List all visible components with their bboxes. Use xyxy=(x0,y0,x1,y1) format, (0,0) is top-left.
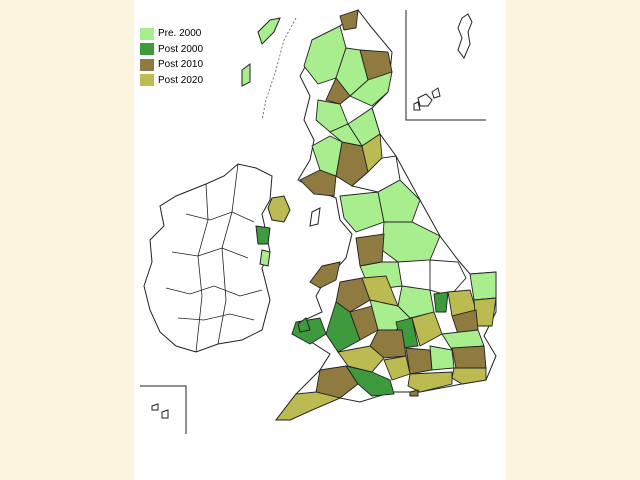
scilly-inset-frame xyxy=(140,385,187,434)
legend-label: Post 2010 xyxy=(158,59,204,71)
hebrides xyxy=(257,17,281,45)
legend-swatch xyxy=(140,43,154,56)
shetland-islands xyxy=(457,13,473,59)
legend-swatch xyxy=(140,74,154,87)
legend-item-post-2020: Post 2020 xyxy=(140,73,203,89)
orkney-islands xyxy=(413,87,441,111)
legend-label: Post 2020 xyxy=(158,74,204,86)
shetland-inset-frame xyxy=(405,10,486,121)
legend: Pre. 2000 Post 2000 Post 2010 Post 2020 xyxy=(140,26,203,88)
legend-label: Pre. 2000 xyxy=(158,28,202,40)
ireland xyxy=(143,163,273,353)
hebrides-dotted-boundary xyxy=(261,17,297,121)
legend-label: Post 2000 xyxy=(158,43,204,55)
ni-pre-2000 xyxy=(259,249,271,267)
legend-item-post-2000: Post 2000 xyxy=(140,42,203,58)
ni-post-2020 xyxy=(267,195,291,223)
legend-swatch xyxy=(140,58,154,71)
anglesey xyxy=(297,317,311,333)
legend-swatch xyxy=(140,27,154,40)
ni-post-2000 xyxy=(255,225,271,245)
legend-item-post-2010: Post 2010 xyxy=(140,57,203,73)
hebrides-south xyxy=(241,63,251,87)
isle-of-wight xyxy=(409,389,419,397)
scilly-islands xyxy=(151,403,169,419)
legend-item-pre-2000: Pre. 2000 xyxy=(140,26,203,42)
isle-of-man xyxy=(309,207,321,227)
